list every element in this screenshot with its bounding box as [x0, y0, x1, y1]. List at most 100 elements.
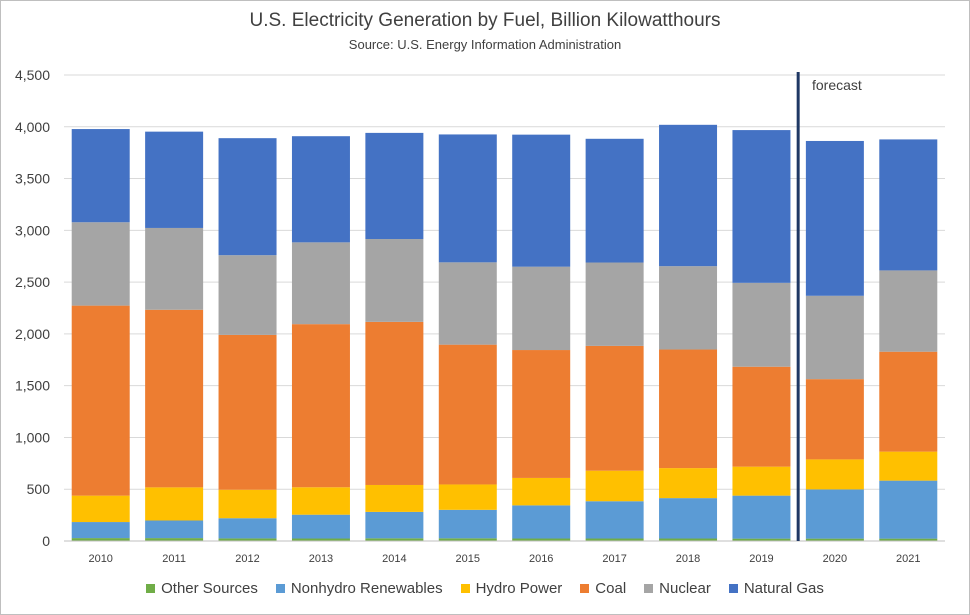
chart-subtitle: Source: U.S. Energy Information Administ…	[348, 37, 622, 52]
bar-segment	[365, 239, 424, 322]
bar-segment	[218, 255, 277, 335]
legend-label: Natural Gas	[743, 580, 824, 597]
x-tick-label: 2011	[162, 553, 186, 565]
legend-swatch	[728, 584, 738, 593]
bar-segment	[805, 295, 864, 380]
bar-segment	[879, 351, 938, 452]
chart-title: U.S. Electricity Generation by Fuel, Bil…	[249, 10, 721, 31]
legend-swatch	[146, 584, 156, 593]
bar-segment	[512, 477, 571, 506]
bar-segment	[879, 480, 938, 539]
bar-segment	[805, 459, 864, 490]
bar-segment	[145, 227, 204, 310]
bar-segment	[879, 451, 938, 481]
x-tick-label: 2016	[529, 553, 553, 565]
bar-segment	[291, 538, 350, 541]
bar-segment	[218, 489, 277, 519]
bar-segment	[145, 520, 204, 539]
legend-item: Natural Gas	[728, 580, 824, 597]
legend-label: Nuclear	[659, 580, 711, 597]
bar-segment	[659, 498, 718, 539]
bar-segment	[291, 242, 350, 325]
bar-segment	[585, 262, 644, 346]
bar-segment	[732, 495, 791, 539]
x-tick-label: 2019	[749, 553, 773, 565]
bar-segment	[291, 324, 350, 488]
bar-segment	[879, 538, 938, 541]
bar-segment	[659, 538, 718, 541]
bar-segment	[805, 140, 864, 296]
x-tick-label: 2018	[676, 553, 700, 565]
bar-segment	[291, 136, 350, 243]
bar-segment	[512, 505, 571, 539]
y-tick-label: 4,000	[15, 119, 50, 135]
bar-segment	[291, 487, 350, 515]
x-tick-label: 2014	[382, 553, 406, 565]
legend-label: Coal	[595, 580, 627, 597]
bar-segment	[585, 501, 644, 539]
legend-swatch	[580, 584, 590, 593]
bar-segment	[365, 538, 424, 541]
bar-segment	[145, 538, 204, 541]
legend-swatch	[460, 584, 470, 593]
bar-segment	[732, 466, 791, 496]
y-tick-label: 1,000	[15, 429, 50, 445]
forecast-label: forecast	[812, 77, 862, 93]
bar-segment	[659, 124, 718, 267]
bar-segment	[438, 344, 497, 485]
bar-segment	[71, 305, 130, 496]
bar-segment	[291, 514, 350, 539]
bar-segment	[145, 487, 204, 521]
y-tick-label: 1,500	[15, 378, 50, 394]
bar-segment	[585, 470, 644, 502]
x-tick-label: 2021	[896, 553, 920, 565]
bar-segment	[438, 134, 497, 263]
bar-segment	[659, 468, 718, 499]
bar-segment	[71, 522, 130, 539]
bar-segment	[218, 538, 277, 541]
bar-segment	[365, 321, 424, 485]
bar-segment	[512, 350, 571, 478]
legend-label: Hydro Power	[475, 580, 563, 597]
bar-segment	[365, 511, 424, 539]
legend-item: Nuclear	[644, 580, 711, 597]
y-tick-label: 3,500	[15, 171, 50, 187]
bar-segment	[512, 538, 571, 541]
bar-segment	[879, 139, 938, 271]
bar-segment	[732, 538, 791, 541]
bar-segment	[365, 132, 424, 240]
legend-label: Other Sources	[161, 580, 258, 597]
x-tick-label: 2017	[602, 553, 626, 565]
x-tick-label: 2013	[309, 553, 333, 565]
bar-segment	[659, 349, 718, 469]
y-tick-label: 3,000	[15, 222, 50, 238]
legend-item: Coal	[580, 580, 626, 597]
legend: Other Sources Nonhydro Renewables Hydro Po…	[0, 580, 970, 597]
bar-segment	[805, 538, 864, 541]
bar-segment	[71, 129, 130, 223]
bar-segment	[732, 366, 791, 467]
bar-segment	[71, 495, 130, 523]
bar-segment	[365, 484, 424, 512]
bar-segment	[438, 262, 497, 345]
bar-segment	[585, 345, 644, 471]
legend-item: Hydro Power	[460, 580, 563, 597]
y-tick-label: 0	[42, 533, 50, 549]
bar-segment	[145, 309, 204, 488]
bar-segment	[805, 489, 864, 539]
legend-swatch	[275, 584, 285, 593]
bar-segment	[218, 334, 277, 490]
bar-segment	[438, 538, 497, 541]
bar-segment	[732, 282, 791, 367]
bar-segment	[585, 138, 644, 263]
legend-label: Nonhydro Renewables	[290, 580, 443, 597]
legend-swatch	[644, 584, 654, 593]
bar-segment	[218, 518, 277, 539]
bar-segment	[805, 379, 864, 460]
bar-segment	[732, 130, 791, 283]
bar-segment	[71, 222, 130, 306]
x-tick-label: 2020	[823, 553, 847, 565]
bar-segment	[512, 266, 571, 351]
bar-segment	[512, 134, 571, 267]
